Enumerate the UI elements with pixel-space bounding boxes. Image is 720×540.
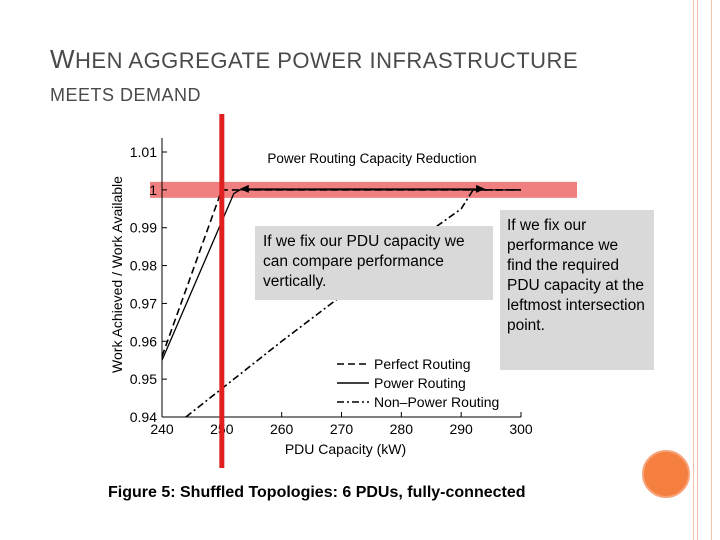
y-tick-label: 0.97 [130, 295, 157, 311]
x-tick-label: 270 [330, 421, 354, 437]
callout-fixed-capacity: If we fix our PDU capacity we can compar… [255, 226, 493, 300]
y-tick-label: 0.94 [130, 409, 157, 425]
decorative-border-line [711, 0, 712, 540]
slide-title: WHEN AGGREGATE POWER INFRASTRUCTURE MEET… [50, 40, 578, 110]
y-axis-label: Work Achieved / Work Available [109, 176, 125, 373]
x-tick-label: 280 [390, 421, 414, 437]
decorative-circle [642, 450, 690, 498]
y-tick-label: 0.99 [130, 220, 157, 236]
annotation-arrowhead-right [476, 184, 486, 193]
x-axis-label: PDU Capacity (kW) [285, 441, 406, 457]
y-tick-label: 1.01 [130, 144, 157, 160]
series-line [161, 189, 521, 361]
x-tick-label: 290 [449, 421, 473, 437]
y-tick-label: 0.95 [130, 371, 157, 387]
title-line-2: MEETS DEMAND [50, 85, 202, 105]
x-tick-label: 240 [150, 421, 174, 437]
decorative-border-line [693, 0, 694, 540]
annotation-arrowhead-left [239, 184, 249, 193]
legend-label: Power Routing [374, 375, 466, 391]
annotation-label: Power Routing Capacity Reduction [267, 151, 476, 166]
y-tick-label: 1 [149, 182, 157, 198]
title-line-1: HEN AGGREGATE POWER INFRASTRUCTURE [75, 48, 579, 73]
figure-caption: Figure 5: Shuffled Topologies: 6 PDUs, f… [108, 484, 526, 501]
callout-fixed-performance: If we fix our performance we find the re… [500, 210, 654, 370]
decorative-border-line [697, 0, 698, 540]
legend-label: Non–Power Routing [374, 394, 499, 410]
x-tick-label: 260 [270, 421, 294, 437]
legend-label: Perfect Routing [374, 356, 471, 372]
y-tick-label: 0.98 [130, 258, 157, 274]
title-initial: W [50, 44, 76, 74]
y-tick-label: 0.96 [130, 333, 157, 349]
x-tick-label: 300 [509, 421, 533, 437]
